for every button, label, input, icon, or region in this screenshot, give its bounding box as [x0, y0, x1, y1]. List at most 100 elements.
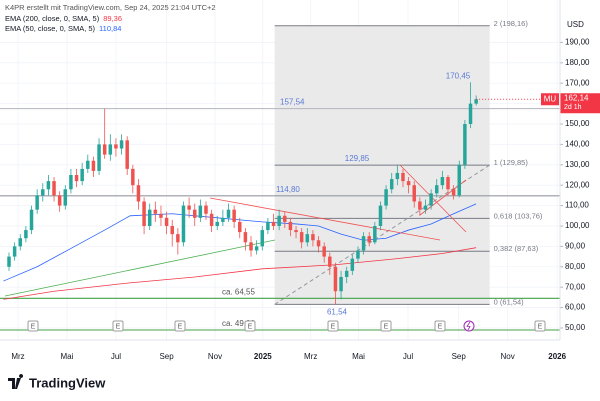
candle-body — [283, 215, 287, 222]
countdown: 2d 1h — [564, 104, 582, 111]
candle-body — [18, 238, 23, 247]
legend-value: 110,84 — [99, 24, 121, 33]
header: K4PR erstellt mit TradingView.com, Sep 2… — [5, 3, 216, 12]
candle-body — [63, 189, 68, 206]
trend-line — [209, 197, 441, 241]
event-box — [27, 320, 39, 332]
y-tick-label: 70,00 — [565, 282, 586, 291]
candle-body — [226, 209, 231, 218]
price-tag — [541, 93, 559, 106]
candle-body — [86, 160, 90, 169]
x-tick-label: Sep — [452, 352, 467, 361]
candle-body — [412, 185, 416, 202]
ema-line — [3, 247, 477, 300]
event-box — [112, 320, 124, 332]
y-tick-label: 150,00 — [565, 119, 590, 128]
candle-body — [266, 221, 270, 231]
candle-body — [339, 276, 343, 292]
candle-body — [221, 217, 225, 222]
x-tick-label: Mai — [61, 352, 74, 361]
y-tick-label: 50,00 — [565, 323, 586, 332]
candle-body — [69, 175, 73, 190]
candle-body — [457, 164, 462, 196]
candle-body — [147, 209, 152, 226]
candle-body — [181, 205, 186, 243]
y-tick-label: 130,00 — [565, 160, 590, 169]
candle-body — [176, 234, 180, 243]
candle-body — [344, 270, 349, 277]
candle-body — [114, 144, 118, 149]
symbol-tag: MU — [544, 94, 557, 103]
candle-body — [209, 213, 214, 226]
front-layer: 50,00 60,00 70,00 80,00 90,00 100,00 110,00 120… — [5, 14, 600, 361]
x-tick-label: Jul — [111, 352, 121, 361]
candle-body — [125, 140, 129, 169]
candle-body — [243, 232, 248, 243]
candle-body — [468, 103, 473, 125]
event-label: E — [31, 323, 36, 330]
candle-body — [299, 232, 304, 243]
y-tick-label: 110,00 — [565, 201, 589, 210]
event-label: E — [248, 323, 253, 330]
candle-body — [29, 209, 34, 231]
candle-body — [57, 195, 62, 206]
legend-entry: EMA (50, close, 0, SMA, 5) 110,84 — [5, 24, 121, 33]
candle-body — [418, 201, 422, 210]
candle-body — [288, 221, 293, 231]
candle-body — [74, 175, 79, 182]
candle-body — [474, 99, 478, 104]
annotation: 129,85 — [345, 154, 370, 163]
candle-body — [294, 230, 298, 233]
logo-text: TradingView — [29, 375, 106, 390]
candle-body — [7, 256, 11, 267]
candle-body — [389, 179, 394, 190]
fib-label: 0,618 (103,76) — [494, 211, 543, 220]
fib-label: 0 (61,54) — [494, 297, 525, 306]
event-box — [534, 320, 546, 332]
candle-body — [378, 205, 383, 226]
y-tick-label: 120,00 — [565, 180, 590, 189]
candle-body — [102, 144, 107, 155]
candle-body — [254, 246, 259, 251]
candle-body — [311, 234, 315, 241]
x-tick-label: Nov — [501, 352, 515, 361]
candle-body — [429, 193, 433, 206]
candle-body — [305, 234, 310, 243]
currency: USD — [567, 20, 584, 29]
candle-body — [192, 209, 197, 218]
candle-body — [35, 195, 39, 210]
candle-body — [401, 172, 405, 182]
logo: TradingView — [8, 374, 106, 390]
candle-body — [249, 242, 253, 251]
fib-label: 2 (198,16) — [494, 19, 529, 28]
x-tick-label: Mai — [352, 352, 365, 361]
candle-body — [97, 144, 101, 171]
y-tick-label: 80,00 — [565, 262, 586, 271]
event-box — [434, 320, 446, 332]
event-label: E — [178, 323, 183, 330]
trend-line — [4, 239, 276, 297]
event-label: E — [384, 323, 389, 330]
y-tick-label: 180,00 — [565, 58, 590, 67]
y-tick-label: 100,00 — [565, 221, 590, 230]
candle-body — [333, 266, 338, 292]
event-label: E — [116, 323, 121, 330]
legend-name: EMA (200, close, 0, SMA, 5) — [5, 14, 100, 23]
candle-body — [361, 236, 366, 251]
candle-body — [46, 181, 51, 190]
candle-body — [322, 246, 326, 257]
event-label: E — [538, 323, 543, 330]
logo-icon — [8, 374, 24, 389]
candle-body — [440, 177, 445, 186]
trend-line — [399, 164, 467, 233]
event-box — [327, 320, 339, 332]
candle-body — [153, 209, 158, 214]
candle-body — [41, 189, 45, 196]
x-tick-label: Mrz — [11, 352, 24, 361]
x-tick-label: Sep — [159, 352, 174, 361]
candle-body — [277, 215, 281, 226]
level-label: 114,80 — [276, 185, 300, 194]
event-icon — [463, 320, 475, 332]
candle-body — [119, 140, 124, 149]
